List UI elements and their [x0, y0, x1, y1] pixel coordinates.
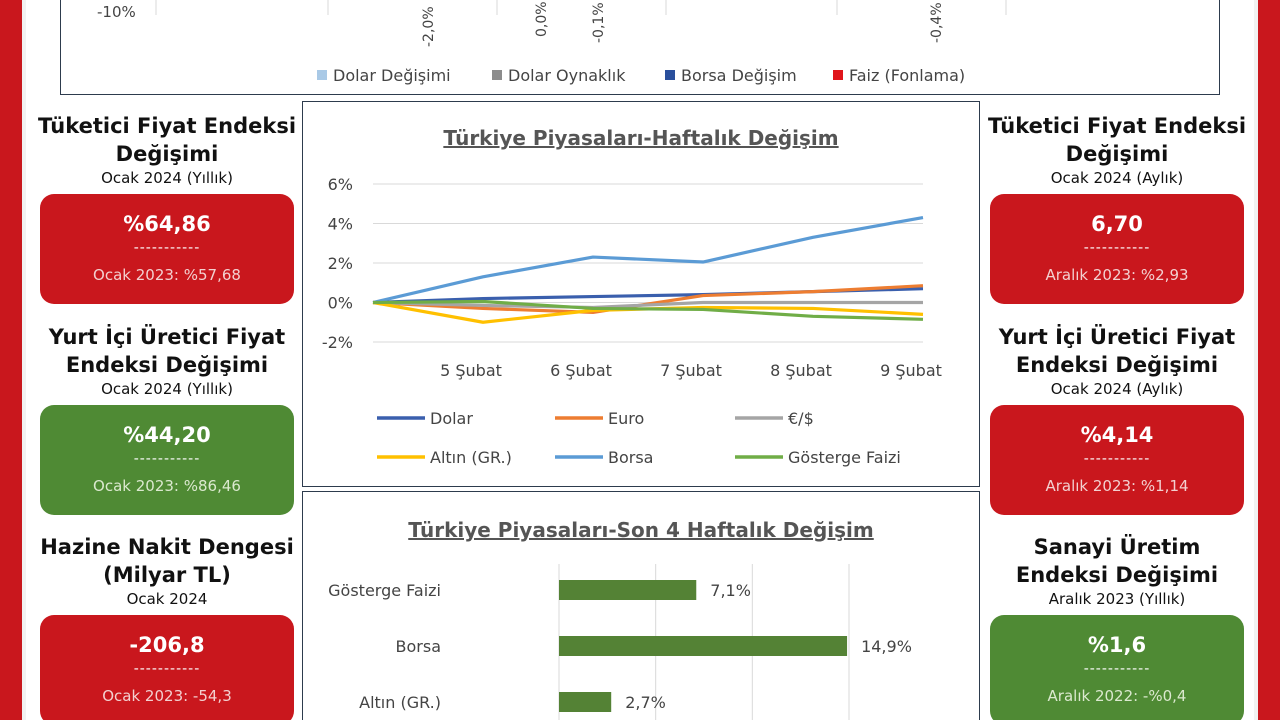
- indicator-title-line2: Endeksi Değişimi: [65, 353, 269, 377]
- indicator-title-line2: (Milyar TL): [103, 563, 231, 587]
- indicator-value: %1,6: [1087, 633, 1147, 657]
- four-week-change-chart-panel: Türkiye Piyasaları-Son 4 Haftalık Değişi…: [302, 491, 980, 720]
- indicator-value-card: 6,70 ----------- Aralık 2023: %2,93: [990, 194, 1244, 304]
- indicator-divider: -----------: [133, 240, 201, 256]
- left-frame-inner: [22, 0, 26, 720]
- top-legend-label: Dolar Değişimi: [333, 66, 451, 85]
- indicator-title: Hazine Nakit Dengesi: [40, 535, 294, 559]
- bar-category-label: Borsa: [396, 637, 441, 656]
- indicator-title-line2: Endeksi Değişimi: [1015, 353, 1219, 377]
- line-chart-ytick: 0%: [328, 294, 353, 313]
- indicator-value-card: %44,20 ----------- Ocak 2023: %86,46: [40, 405, 294, 515]
- weekly-change-chart-panel: Türkiye Piyasaları-Haftalık Değişim 6% 4%…: [302, 101, 980, 487]
- indicator-period: Ocak 2024 (Yıllık): [101, 169, 233, 187]
- indicator-value-card: %4,14 ----------- Aralık 2023: %1,14: [990, 405, 1244, 515]
- indicator-title-line2: Değişimi: [115, 142, 219, 166]
- line-legend-label: Borsa: [608, 448, 653, 467]
- indicator-period: Ocak 2024 (Aylık): [1050, 380, 1184, 398]
- line-chart-ytick: 4%: [328, 215, 353, 234]
- indicator-value-card: -206,8 ----------- Ocak 2023: -54,3: [40, 615, 294, 720]
- indicator-divider: -----------: [1083, 661, 1151, 677]
- indicator-previous-value: Ocak 2023: -54,3: [102, 687, 232, 705]
- right-frame-border: [1258, 0, 1280, 720]
- line-chart-xtick: 8 Şubat: [770, 361, 832, 380]
- indicator-value-card: %1,6 ----------- Aralık 2022: -%0,4: [990, 615, 1244, 720]
- weekly-chart-title: Türkiye Piyasaları-Haftalık Değişim: [443, 126, 839, 150]
- indicator-divider: -----------: [133, 451, 201, 467]
- indicator-period: Ocak 2024 (Yıllık): [101, 380, 233, 398]
- line-legend-label: Euro: [608, 409, 644, 428]
- indicator-title: Yurt İçi Üretici Fiyat: [48, 325, 286, 349]
- indicator-previous-value: Ocak 2023: %86,46: [93, 477, 241, 495]
- top-data-label: -0,1%: [591, 2, 607, 43]
- top-bar-chart-panel: -10% -2,0% 0,0% -0,1% -0,4% Dolar Değişi…: [60, 0, 1220, 95]
- top-legend-swatch: [665, 70, 675, 80]
- weekly-line-chart: 6% 4% 2% 0% -2% 5 Şubat 6 Şubat 7 Şubat 8 Şubat 9…: [322, 175, 942, 467]
- line-chart-xtick: 9 Şubat: [880, 361, 942, 380]
- bar-alt-n-gr-: [559, 692, 612, 712]
- indicator-title-line2: Değişimi: [1065, 142, 1169, 166]
- indicator-previous-value: Aralık 2023: %2,93: [1045, 266, 1189, 284]
- top-legend-swatch: [317, 70, 327, 80]
- indicator-value-card: %64,86 ----------- Ocak 2023: %57,68: [40, 194, 294, 304]
- line-legend-label: €/$: [788, 409, 814, 428]
- indicator-period: Ocak 2024 (Aylık): [1050, 169, 1184, 187]
- bar-borsa: [559, 636, 848, 656]
- line-chart-xtick: 7 Şubat: [660, 361, 722, 380]
- line-chart-xtick: 5 Şubat: [440, 361, 502, 380]
- top-legend: Dolar Değişimi Dolar Oynaklık Borsa Değişi…: [317, 66, 965, 85]
- indicator-period: Aralık 2023 (Yıllık): [1048, 590, 1186, 608]
- top-legend-label: Borsa Değişim: [681, 66, 797, 85]
- indicator-previous-value: Ocak 2023: %57,68: [93, 266, 241, 284]
- left-frame-border: [0, 0, 22, 720]
- top-legend-swatch: [833, 70, 843, 80]
- top-legend-label: Faiz (Fonlama): [849, 66, 965, 85]
- indicator-value: %4,14: [1080, 423, 1154, 447]
- line-chart-xtick: 6 Şubat: [550, 361, 612, 380]
- indicator-value: %64,86: [123, 212, 211, 236]
- top-data-label: 0,0%: [534, 1, 550, 37]
- bar-value-label: 14,9%: [861, 637, 912, 656]
- right-frame-inner: [1254, 0, 1258, 720]
- indicator-divider: -----------: [133, 661, 201, 677]
- bar-value-label: 2,7%: [625, 693, 666, 712]
- indicator-previous-value: Aralık 2022: -%0,4: [1047, 687, 1187, 705]
- bar-g-sterge-faizi: [559, 580, 697, 600]
- line-legend-label: Dolar: [430, 409, 473, 428]
- four-week-chart-title: Türkiye Piyasaları-Son 4 Haftalık Değişi…: [408, 518, 874, 542]
- top-data-label: -0,4%: [929, 2, 945, 43]
- line-legend-label: Altın (GR.): [430, 448, 512, 467]
- line-series-g-sterge-faizi: [372, 299, 924, 321]
- top-bar-chart: -10% -2,0% 0,0% -0,1% -0,4% Dolar Değişi…: [97, 0, 1007, 85]
- indicator-title: Sanayi Üretim: [1033, 535, 1201, 559]
- indicator-value: -206,8: [129, 633, 205, 657]
- line-chart-ytick: -2%: [322, 333, 353, 352]
- indicator-period: Ocak 2024: [126, 590, 208, 608]
- top-data-label: -2,0%: [421, 6, 437, 47]
- indicator-value: 6,70: [1091, 212, 1143, 236]
- line-chart-ytick: 2%: [328, 254, 353, 273]
- line-legend-label: Gösterge Faizi: [788, 448, 901, 467]
- line-series-borsa: [372, 216, 924, 305]
- indicator-divider: -----------: [1083, 240, 1151, 256]
- indicator-value: %44,20: [123, 423, 211, 447]
- indicator-divider: -----------: [1083, 451, 1151, 467]
- indicator-title: Tüketici Fiyat Endeksi: [987, 114, 1247, 138]
- bar-category-label: Altın (GR.): [359, 693, 441, 712]
- indicator-title: Tüketici Fiyat Endeksi: [37, 114, 297, 138]
- top-legend-swatch: [492, 70, 502, 80]
- line-series--: [372, 300, 923, 310]
- indicator-previous-value: Aralık 2023: %1,14: [1045, 477, 1189, 495]
- indicator-title: Yurt İçi Üretici Fiyat: [998, 325, 1236, 349]
- four-week-bar-chart: Gösterge Faizi 7,1% Borsa 14,9% Altın (GR.) 2…: [328, 564, 912, 720]
- bar-value-label: 7,1%: [710, 581, 751, 600]
- top-legend-label: Dolar Oynaklık: [508, 66, 626, 85]
- line-chart-ytick: 6%: [328, 175, 353, 194]
- top-ytick-label: -10%: [97, 3, 136, 21]
- indicator-title-line2: Endeksi Değişimi: [1015, 563, 1219, 587]
- bar-category-label: Gösterge Faizi: [328, 581, 441, 600]
